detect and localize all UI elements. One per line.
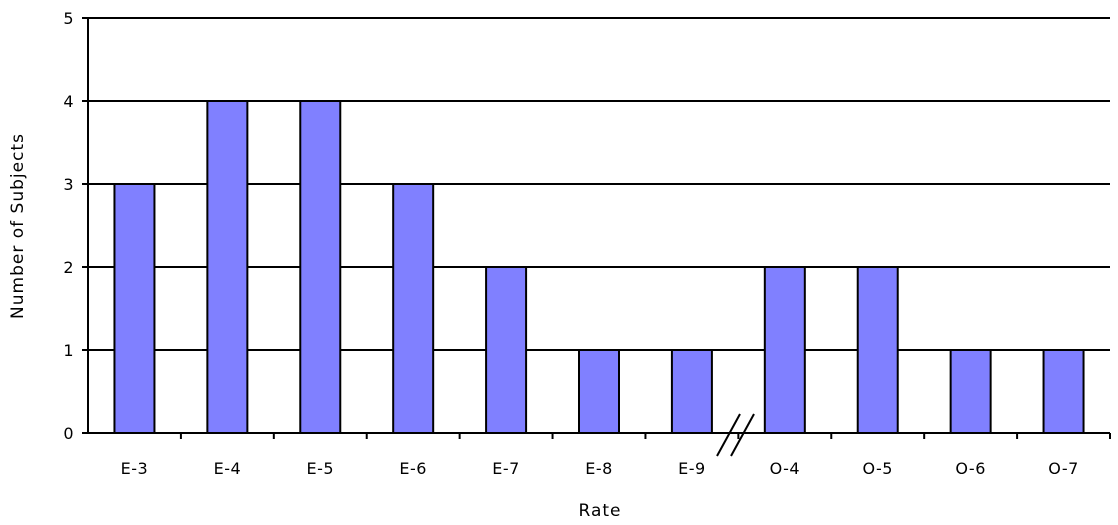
y-tick-labels: 0 1 2 3 4 5 [63, 9, 88, 443]
axis-break-mark [716, 413, 755, 457]
bar-O-5 [856, 266, 899, 434]
y-tick-label-5: 5 [63, 9, 74, 28]
bar-O-4 [763, 266, 806, 434]
x-axis-title: Rate [579, 501, 622, 521]
bar-E-9 [670, 349, 713, 434]
x-tick-label-O-7: O-7 [1048, 459, 1079, 478]
bar-E-8 [578, 349, 620, 434]
x-tick-label-O-6: O-6 [955, 459, 986, 478]
y-axis-title: Number of Subjects [8, 133, 28, 319]
x-tick-label-E-5: E-5 [306, 459, 334, 478]
bar-E-3 [113, 183, 156, 434]
x-tick-label-E-6: E-6 [399, 459, 427, 478]
bar-E-6 [392, 183, 435, 434]
x-tick-label-O-4: O-4 [770, 459, 801, 478]
y-tick-label-2: 2 [63, 258, 74, 277]
x-tick-label-E-7: E-7 [492, 459, 520, 478]
x-tick-label-E-8: E-8 [585, 459, 613, 478]
bars [113, 100, 1085, 434]
bar-E-5 [299, 100, 342, 434]
y-tick-label-1: 1 [63, 341, 74, 360]
x-tick-label-E-3: E-3 [121, 459, 149, 478]
bar-E-4 [206, 100, 249, 434]
x-tick-label-E-4: E-4 [214, 459, 242, 478]
bar-E-7 [485, 266, 528, 434]
y-tick-label-3: 3 [63, 175, 74, 194]
x-tick-label-E-9: E-9 [678, 459, 706, 478]
x-tick-labels: E-3 E-4 E-5 E-6 E-7 E-8 E-9 O-4 O-5 O-6 O-7 [121, 433, 1111, 478]
gridlines [88, 17, 1110, 351]
bar-O-7 [1042, 349, 1085, 434]
axes [87, 18, 1110, 434]
bar-O-6 [949, 349, 992, 434]
y-tick-label-0: 0 [63, 424, 74, 443]
x-tick-label-O-5: O-5 [862, 459, 893, 478]
y-tick-label-4: 4 [63, 92, 74, 111]
